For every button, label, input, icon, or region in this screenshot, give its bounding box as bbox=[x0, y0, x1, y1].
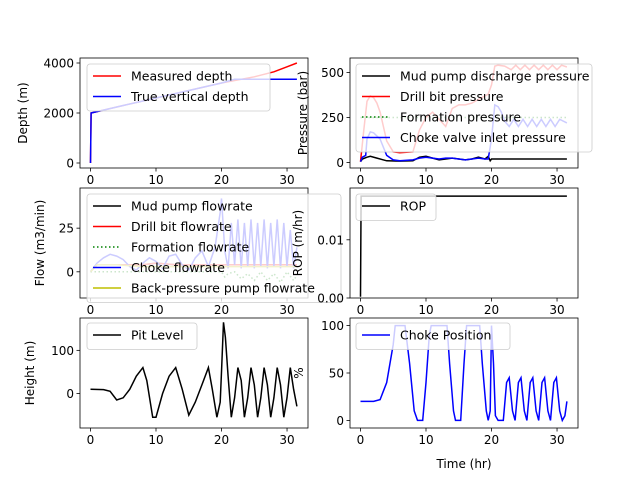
legend-label-flow-3: Choke flowrate bbox=[131, 260, 225, 275]
legend-label-pressure-0: Mud pump discharge pressure bbox=[400, 69, 590, 84]
panel-depth: 0 10 20 30 0 2000 4000 Depth (m) Measured depth T… bbox=[16, 57, 309, 187]
x-tick-label-flow-2: 20 bbox=[214, 303, 229, 317]
y-tick-label-pressure-1: 250 bbox=[321, 111, 344, 125]
legend-label-pit-0: Pit Level bbox=[131, 328, 184, 343]
legend-label-flow-4: Back-pressure pump flowrate bbox=[131, 281, 315, 296]
legend-label-depth-0: Measured depth bbox=[131, 69, 232, 84]
series-line-pressure-0 bbox=[359, 155, 567, 163]
legend-box-depth bbox=[86, 63, 271, 112]
legend-label-pressure-3: Choke valve inlet pressure bbox=[400, 130, 566, 145]
legend-box-choke bbox=[355, 322, 511, 350]
panel-flow: 0 10 20 30 0 25 Flow (m3/min) Mud pump flowrate… bbox=[33, 187, 342, 317]
y-tick-label-rop-0: 0.00 bbox=[317, 292, 344, 306]
panel-pit: 0 10 20 30 0 100 Height (m) Pit Level bbox=[23, 317, 309, 447]
x-tick-label-flow-3: 30 bbox=[279, 303, 294, 317]
legend-box-pressure bbox=[355, 63, 593, 153]
legend-box-flow bbox=[86, 193, 342, 303]
y-tick-label-pressure-0: 0 bbox=[336, 156, 344, 170]
legend-label-choke-0: Choke Position bbox=[400, 328, 491, 343]
y-tick-label-flow-0: 0 bbox=[66, 265, 74, 279]
x-tick-label-pit-1: 10 bbox=[148, 433, 163, 447]
legend-box-pit bbox=[86, 322, 198, 350]
y-tick-label-rop-1: 0.01 bbox=[317, 233, 344, 247]
x-tick-label-pit-2: 20 bbox=[214, 433, 229, 447]
legend-box-rop bbox=[355, 193, 437, 221]
y-axis-label-rop: ROP (m/hr) bbox=[291, 210, 305, 276]
x-tick-label-rop-2: 20 bbox=[484, 303, 499, 317]
x-tick-label-rop-1: 10 bbox=[418, 303, 433, 317]
panel-rop: 0 10 20 30 0.00 0.01 ROP (m/hr) ROP bbox=[291, 187, 579, 317]
y-axis-label-flow: Flow (m3/min) bbox=[33, 200, 47, 287]
axes-frame-pit bbox=[79, 317, 309, 429]
panel-pressure: 0 10 20 30 0 250 500 Pressure (bar) Mud pump dis… bbox=[296, 57, 593, 187]
y-tick-label-choke-2: 100 bbox=[321, 319, 344, 333]
x-tick-label-flow-1: 10 bbox=[148, 303, 163, 317]
x-tick-label-pit-0: 0 bbox=[87, 433, 95, 447]
y-tick-label-flow-1: 25 bbox=[59, 222, 74, 236]
legend-label-flow-1: Drill bit flowrate bbox=[131, 219, 232, 234]
x-tick-label-choke-0: 0 bbox=[357, 433, 365, 447]
axes-frame-rop bbox=[349, 187, 579, 299]
legend-label-rop-0: ROP bbox=[400, 199, 427, 214]
legend-label-flow-2: Formation flowrate bbox=[131, 240, 250, 255]
y-axis-label-depth: Depth (m) bbox=[16, 82, 30, 143]
x-tick-label-flow-0: 0 bbox=[87, 303, 95, 317]
x-tick-label-depth-1: 10 bbox=[148, 173, 163, 187]
x-tick-label-choke-1: 10 bbox=[418, 433, 433, 447]
y-tick-label-depth-1: 2000 bbox=[43, 107, 74, 121]
x-tick-label-pressure-0: 0 bbox=[357, 173, 365, 187]
y-tick-label-choke-0: 0 bbox=[336, 414, 344, 428]
y-axis-label-pit: Height (m) bbox=[23, 341, 37, 406]
x-tick-label-rop-0: 0 bbox=[357, 303, 365, 317]
legend-label-pressure-2: Formation pressure bbox=[400, 110, 521, 125]
x-tick-label-depth-2: 20 bbox=[214, 173, 229, 187]
x-tick-label-pressure-3: 30 bbox=[549, 173, 564, 187]
x-tick-label-choke-3: 30 bbox=[549, 433, 564, 447]
y-tick-label-depth-2: 4000 bbox=[43, 57, 74, 71]
y-tick-label-pit-0: 0 bbox=[66, 387, 74, 401]
x-tick-label-choke-2: 20 bbox=[484, 433, 499, 447]
x-axis-label-choke: Time (hr) bbox=[435, 457, 491, 471]
x-tick-label-rop-3: 30 bbox=[549, 303, 564, 317]
x-tick-label-pressure-1: 10 bbox=[418, 173, 433, 187]
y-axis-label-pressure: Pressure (bar) bbox=[296, 71, 310, 155]
panel-choke: 0 10 20 30 0 50 100% Time (hr) Choke Position bbox=[292, 317, 579, 471]
y-tick-label-pit-1: 100 bbox=[51, 344, 74, 358]
legend-label-pressure-1: Drill bit pressure bbox=[400, 89, 504, 104]
y-axis-label-choke: % bbox=[292, 367, 306, 378]
y-tick-label-pressure-2: 500 bbox=[321, 66, 344, 80]
x-tick-label-depth-3: 30 bbox=[279, 173, 294, 187]
x-tick-label-pressure-2: 20 bbox=[484, 173, 499, 187]
x-tick-label-depth-0: 0 bbox=[87, 173, 95, 187]
legend-label-flow-0: Mud pump flowrate bbox=[131, 199, 253, 214]
x-tick-label-pit-3: 30 bbox=[279, 433, 294, 447]
series-line-pit-0 bbox=[90, 322, 298, 418]
y-tick-label-depth-0: 0 bbox=[66, 157, 74, 171]
y-tick-label-choke-1: 50 bbox=[329, 367, 344, 381]
legend-label-depth-1: True vertical depth bbox=[130, 89, 249, 104]
